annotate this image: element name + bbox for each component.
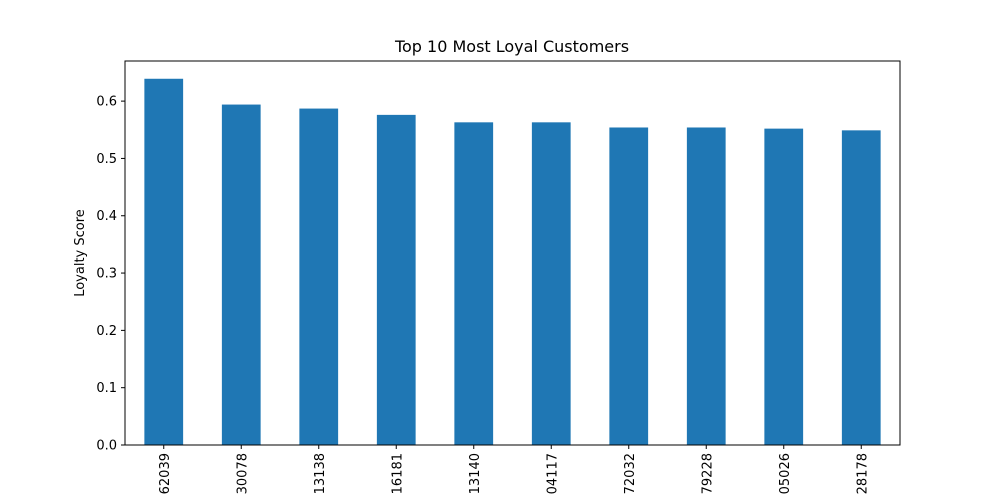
- bar-04117: [531, 122, 571, 445]
- bars-group: [144, 78, 881, 446]
- plot-frame: [124, 60, 901, 446]
- y-tick-label: 0.4: [96, 209, 117, 224]
- x-tick-label: 16181: [390, 453, 405, 494]
- x-tick-label: 72032: [623, 453, 638, 494]
- bar-05026: [764, 128, 804, 445]
- bar-79228: [686, 127, 726, 445]
- y-axis-ticks: 0.0 0.1 0.2 0.3 0.4 0.5 0.6: [96, 95, 125, 454]
- chart-title: Top 10 Most Loyal Customers: [394, 37, 629, 56]
- bar-72032: [609, 127, 649, 445]
- x-tick-label: 05026: [778, 453, 793, 494]
- y-tick-label: 0.5: [96, 152, 117, 167]
- y-axis-label: Loyalty Score: [73, 209, 88, 297]
- bar-13138: [299, 108, 339, 445]
- bar-62039: [144, 78, 184, 446]
- y-tick-label: 0.6: [96, 95, 117, 110]
- y-tick-label: 0.2: [96, 324, 117, 339]
- bar-13140: [454, 122, 494, 445]
- bar-16181: [376, 114, 416, 445]
- bar-30078: [221, 104, 261, 445]
- y-tick-label: 0.1: [96, 381, 117, 396]
- y-tick-label: 0.3: [96, 267, 117, 282]
- x-tick-label: 13138: [313, 453, 328, 494]
- y-tick-label: 0.0: [96, 439, 117, 454]
- x-tick-label: 13140: [468, 453, 483, 494]
- x-tick-label: 28178: [855, 453, 870, 494]
- x-tick-label: 30078: [235, 453, 250, 494]
- bar-28178: [841, 130, 881, 446]
- x-tick-label: 04117: [545, 453, 560, 494]
- x-tick-label: 62039: [158, 453, 173, 494]
- x-tick-label: 79228: [700, 453, 715, 494]
- x-axis-ticks: 62039 30078 13138 16181 13140 04117 72032 79228…: [158, 445, 870, 494]
